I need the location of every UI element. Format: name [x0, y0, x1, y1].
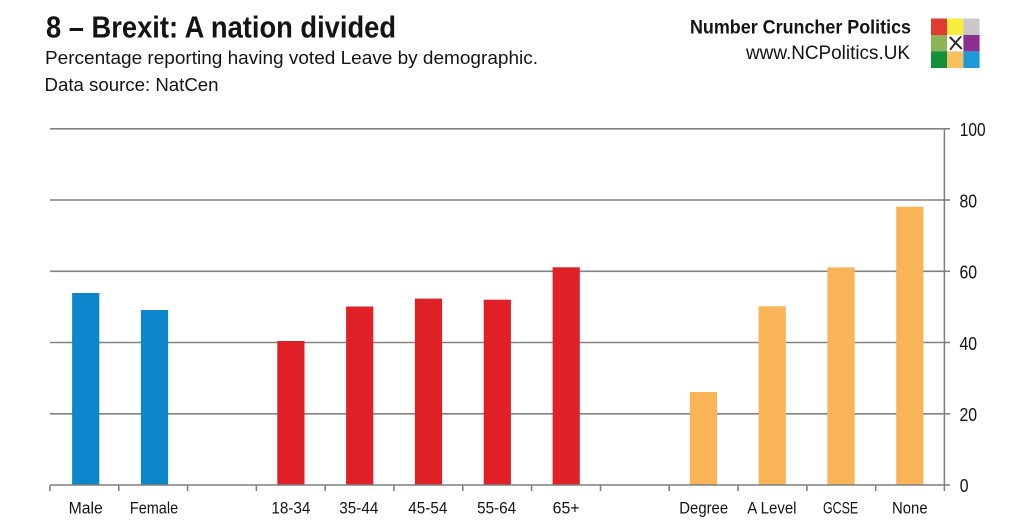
svg-text:60: 60: [960, 263, 978, 283]
svg-text:100: 100: [960, 120, 986, 140]
svg-text:45-54: 45-54: [408, 500, 447, 518]
svg-text:Data source: NatCen: Data source: NatCen: [45, 74, 219, 95]
svg-text:35-44: 35-44: [339, 500, 378, 518]
svg-text:20: 20: [960, 405, 978, 425]
svg-text:0: 0: [960, 476, 969, 496]
svg-text:Degree: Degree: [679, 500, 728, 518]
svg-text:8 – Brexit: A nation divided: 8 – Brexit: A nation divided: [46, 10, 396, 45]
svg-text:80: 80: [960, 191, 978, 211]
svg-text:Number Cruncher Politics: Number Cruncher Politics: [690, 17, 911, 39]
svg-text:Percentage reporting having vo: Percentage reporting having voted Leave …: [45, 47, 538, 68]
svg-text:Female: Female: [130, 500, 178, 518]
svg-text:GCSE: GCSE: [823, 500, 858, 518]
svg-text:None: None: [892, 500, 928, 518]
svg-text:40: 40: [960, 334, 978, 354]
svg-text:55-64: 55-64: [477, 500, 516, 518]
svg-text:www.NCPolitics.UK: www.NCPolitics.UK: [745, 42, 910, 64]
svg-text:18-34: 18-34: [271, 500, 310, 518]
svg-text:Male: Male: [69, 500, 103, 518]
svg-text:A Level: A Level: [747, 500, 796, 518]
svg-text:65+: 65+: [553, 500, 580, 518]
